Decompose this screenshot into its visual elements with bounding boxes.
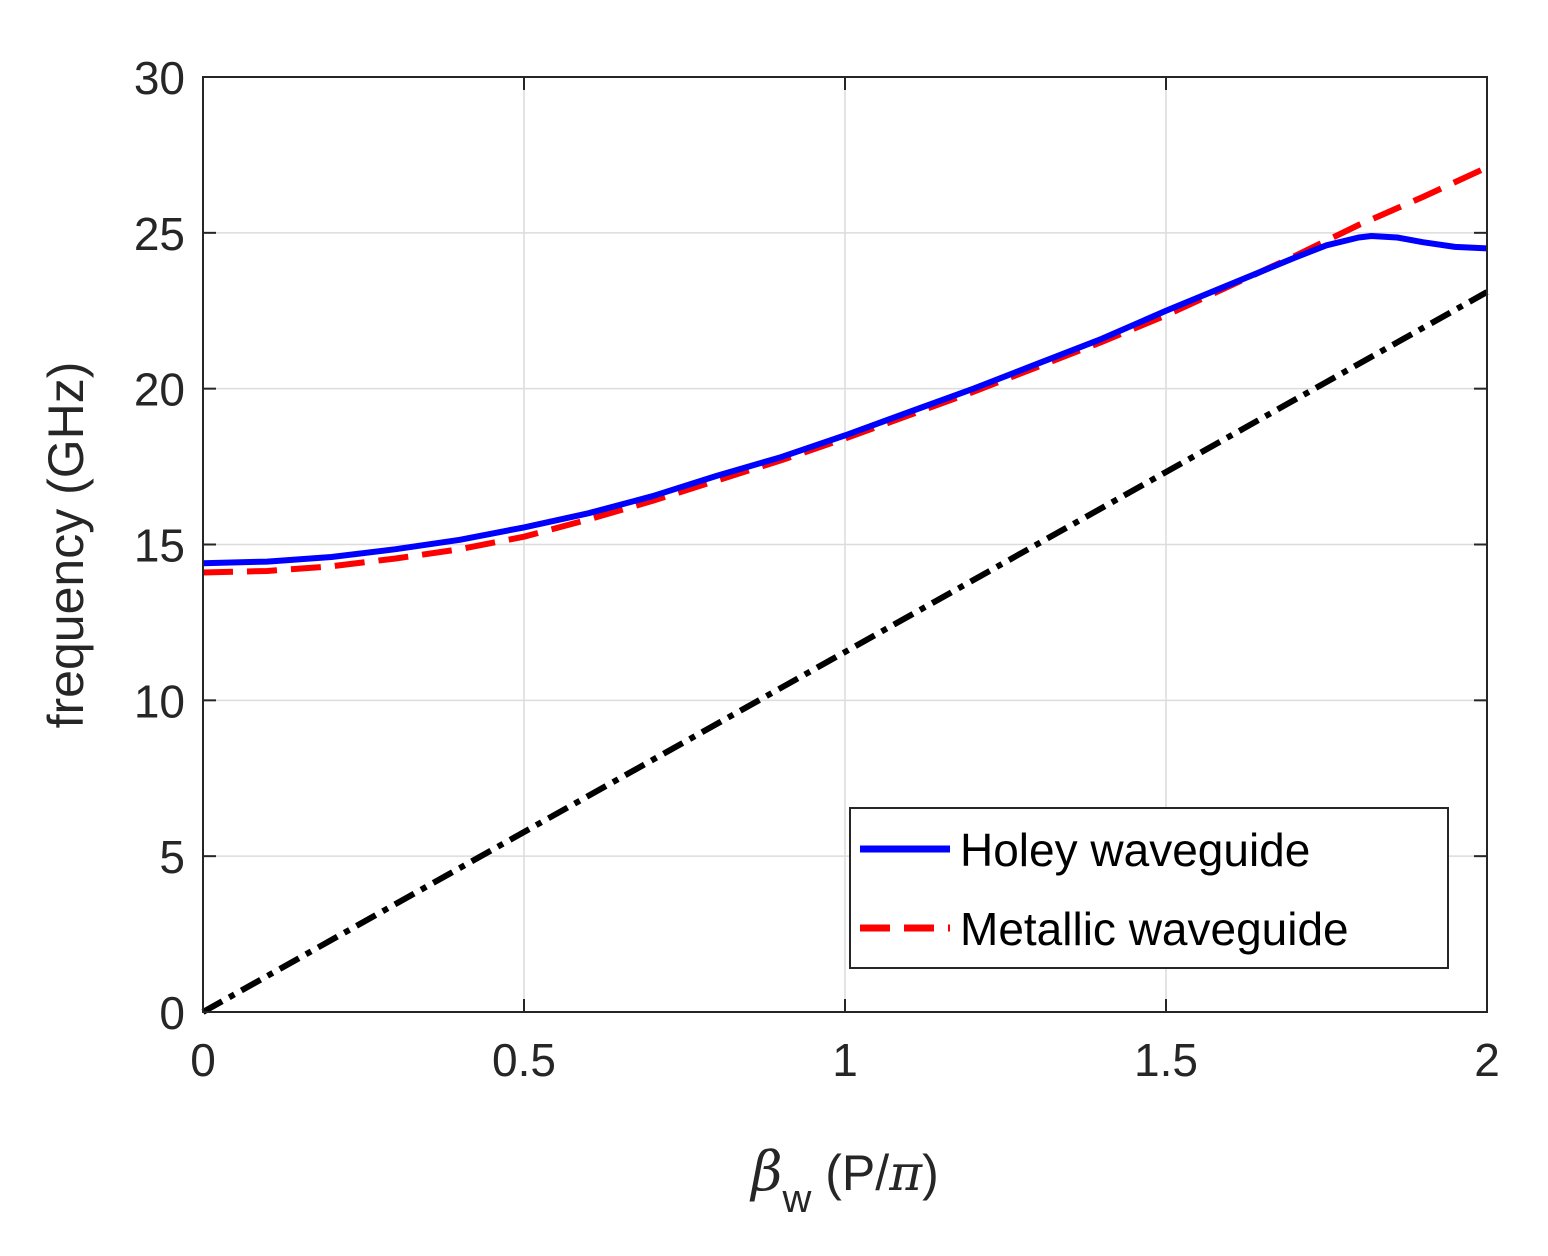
x-tick-label: 1.5 [1134,1034,1198,1086]
x-tick-label: 2 [1474,1034,1500,1086]
x-axis-label-suffix: ) [922,1145,939,1201]
y-tick-label: 0 [159,987,185,1039]
x-axis-label-prefix: (P/ [811,1145,889,1201]
x-axis-label-subscript: w [782,1177,812,1221]
y-tick-label: 10 [134,675,185,727]
x-tick-labels: 0 0.5 1 1.5 2 [190,1034,1500,1086]
holey-waveguide-series-line [202,233,1488,567]
legend: Holey waveguide Metallic waveguide [849,807,1449,969]
series-layer [201,164,1489,1015]
y-tick-label: 20 [134,364,185,416]
legend-label-metallic: Metallic waveguide [960,903,1349,955]
legend-box [849,807,1449,969]
y-tick-label: 30 [134,52,185,104]
y-tick-label: 25 [134,208,185,260]
y-tick-label: 5 [159,831,185,883]
axis-ticks [202,76,1488,1013]
x-axis-label: βw (P/π) [749,1140,938,1221]
x-axis-label-symbol: β [749,1140,782,1203]
x-axis-label-pi: π [888,1144,923,1202]
x-tick-label: 0.5 [492,1034,556,1086]
y-tick-label: 15 [134,520,185,572]
x-tick-label: 1 [832,1034,858,1086]
y-axis-label: frequency (GHz) [38,362,94,729]
y-tick-labels: 0 5 10 15 20 25 30 [134,52,185,1039]
legend-label-holey: Holey waveguide [960,824,1310,876]
x-tick-label: 0 [190,1034,216,1086]
light-line-series-line [201,289,1489,1015]
